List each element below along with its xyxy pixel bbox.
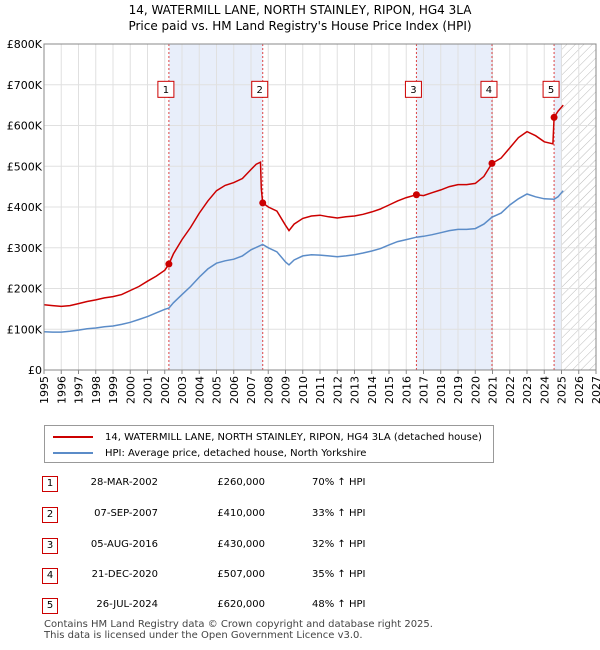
x-tick-label: 1996 bbox=[55, 376, 68, 404]
transaction-price: £507,000 bbox=[217, 569, 265, 580]
x-tick-label: 2011 bbox=[314, 376, 327, 404]
x-tick-label: 2010 bbox=[297, 376, 310, 404]
x-tick-label: 2012 bbox=[331, 376, 344, 404]
transaction-hpi: 70% ↑ HPI bbox=[312, 477, 366, 488]
x-tick-label: 2026 bbox=[573, 376, 586, 404]
y-tick-label: £700K bbox=[7, 79, 43, 92]
x-tick-label: 2024 bbox=[538, 376, 551, 404]
x-tick-label: 2007 bbox=[245, 376, 258, 404]
legend-swatch-red bbox=[53, 436, 93, 438]
price-chart: 1 2 3 4 5 £0 £100K £200K £300K £400K £500K £600K £70… bbox=[7, 38, 600, 404]
transaction-number: 2 bbox=[42, 507, 58, 523]
transaction-number: 4 bbox=[42, 568, 58, 584]
table-row: 5 26-JUL-2024 £620,000 48% ↑ HPI bbox=[0, 596, 600, 616]
chart-title: 14, WATERMILL LANE, NORTH STAINLEY, RIPO… bbox=[128, 3, 472, 17]
legend-swatch-blue bbox=[53, 452, 93, 454]
x-tick-label: 2008 bbox=[262, 376, 275, 404]
legend: 14, WATERMILL LANE, NORTH STAINLEY, RIPO… bbox=[44, 425, 494, 463]
transaction-price: £430,000 bbox=[217, 539, 265, 550]
x-tick-label: 1997 bbox=[73, 376, 86, 404]
transaction-hpi: 33% ↑ HPI bbox=[312, 508, 366, 519]
transaction-number: 5 bbox=[42, 598, 58, 614]
footer-copyright: Contains HM Land Registry data © Crown c… bbox=[44, 619, 433, 630]
marker-label: 5 bbox=[548, 85, 554, 96]
table-row: 4 21-DEC-2020 £507,000 35% ↑ HPI bbox=[0, 566, 600, 586]
x-tick-label: 2002 bbox=[159, 376, 172, 404]
sale-point bbox=[488, 159, 496, 167]
series-line-hpi bbox=[44, 190, 564, 333]
transaction-number: 1 bbox=[42, 476, 58, 492]
x-tick-label: 2009 bbox=[280, 376, 293, 404]
transaction-price: £620,000 bbox=[217, 599, 265, 610]
chart-subtitle: Price paid vs. HM Land Registry's House … bbox=[128, 19, 472, 33]
x-tick-label: 2014 bbox=[366, 376, 379, 404]
x-tick-label: 2006 bbox=[228, 376, 241, 404]
marker-label-box bbox=[480, 80, 498, 98]
marker-label: 4 bbox=[486, 85, 492, 96]
x-tick-label: 1999 bbox=[107, 376, 120, 404]
transaction-date: 28-MAR-2002 bbox=[90, 477, 158, 488]
sale-point bbox=[550, 113, 558, 121]
transaction-number: 3 bbox=[42, 538, 58, 554]
y-tick-label: £400K bbox=[7, 201, 43, 214]
marker-label: 2 bbox=[257, 85, 263, 96]
marker-label-box bbox=[542, 80, 560, 98]
transaction-date: 07-SEP-2007 bbox=[94, 508, 158, 519]
y-tick-label: £0 bbox=[28, 364, 42, 377]
transaction-hpi: 35% ↑ HPI bbox=[312, 569, 366, 580]
marker-label-box bbox=[404, 80, 422, 98]
x-tick-label: 2001 bbox=[142, 376, 155, 404]
x-tick-label: 2020 bbox=[469, 376, 482, 404]
x-tick-label: 2017 bbox=[418, 376, 431, 404]
transaction-hpi: 48% ↑ HPI bbox=[312, 599, 366, 610]
transaction-price: £260,000 bbox=[217, 477, 265, 488]
x-tick-label: 2027 bbox=[590, 376, 600, 404]
y-tick-label: £800K bbox=[7, 38, 43, 51]
footer: Contains HM Land Registry data © Crown c… bbox=[44, 619, 433, 641]
transaction-hpi: 32% ↑ HPI bbox=[312, 539, 366, 550]
marker-label-box bbox=[251, 80, 269, 98]
table-row: 3 05-AUG-2016 £430,000 32% ↑ HPI bbox=[0, 536, 600, 556]
x-tick-label: 1995 bbox=[38, 376, 51, 404]
y-tick-label: £500K bbox=[7, 160, 43, 173]
x-tick-label: 2005 bbox=[211, 376, 224, 404]
x-tick-label: 2015 bbox=[383, 376, 396, 404]
y-tick-label: £200K bbox=[7, 283, 43, 296]
x-tick-label: 2004 bbox=[193, 376, 206, 404]
sale-point bbox=[412, 191, 420, 199]
x-tick-label: 2013 bbox=[349, 376, 362, 404]
legend-item-property: 14, WATERMILL LANE, NORTH STAINLEY, RIPO… bbox=[53, 430, 482, 444]
y-tick-label: £100K bbox=[7, 323, 43, 336]
legend-label-property: 14, WATERMILL LANE, NORTH STAINLEY, RIPO… bbox=[105, 431, 482, 443]
transaction-date: 05-AUG-2016 bbox=[90, 539, 158, 550]
x-tick-label: 2016 bbox=[400, 376, 413, 404]
x-tick-label: 2018 bbox=[435, 376, 448, 404]
x-tick-label: 2022 bbox=[504, 376, 517, 404]
sale-point bbox=[259, 199, 267, 207]
marker-label-box bbox=[157, 80, 175, 98]
table-row: 2 07-SEP-2007 £410,000 33% ↑ HPI bbox=[0, 505, 600, 525]
legend-label-hpi: HPI: Average price, detached house, Nort… bbox=[105, 447, 367, 459]
x-tick-label: 2021 bbox=[487, 376, 500, 404]
transaction-date: 21-DEC-2020 bbox=[91, 569, 158, 580]
sale-point bbox=[165, 260, 173, 268]
marker-label: 3 bbox=[410, 85, 416, 96]
legend-item-hpi: HPI: Average price, detached house, Nort… bbox=[53, 446, 366, 460]
x-tick-label: 1998 bbox=[90, 376, 103, 404]
x-tick-label: 2019 bbox=[452, 376, 465, 404]
transaction-date: 26-JUL-2024 bbox=[96, 599, 158, 610]
x-tick-label: 2003 bbox=[176, 376, 189, 404]
footer-license: This data is licensed under the Open Gov… bbox=[44, 630, 363, 641]
table-row: 1 28-MAR-2002 £260,000 70% ↑ HPI bbox=[0, 474, 600, 494]
x-tick-label: 2025 bbox=[556, 376, 569, 404]
y-tick-label: £600K bbox=[7, 120, 43, 133]
x-tick-label: 2000 bbox=[124, 376, 137, 404]
x-tick-label: 2023 bbox=[521, 376, 534, 404]
y-tick-label: £300K bbox=[7, 242, 43, 255]
marker-label: 1 bbox=[163, 85, 169, 96]
transaction-price: £410,000 bbox=[217, 508, 265, 519]
series-line-property bbox=[44, 104, 564, 308]
